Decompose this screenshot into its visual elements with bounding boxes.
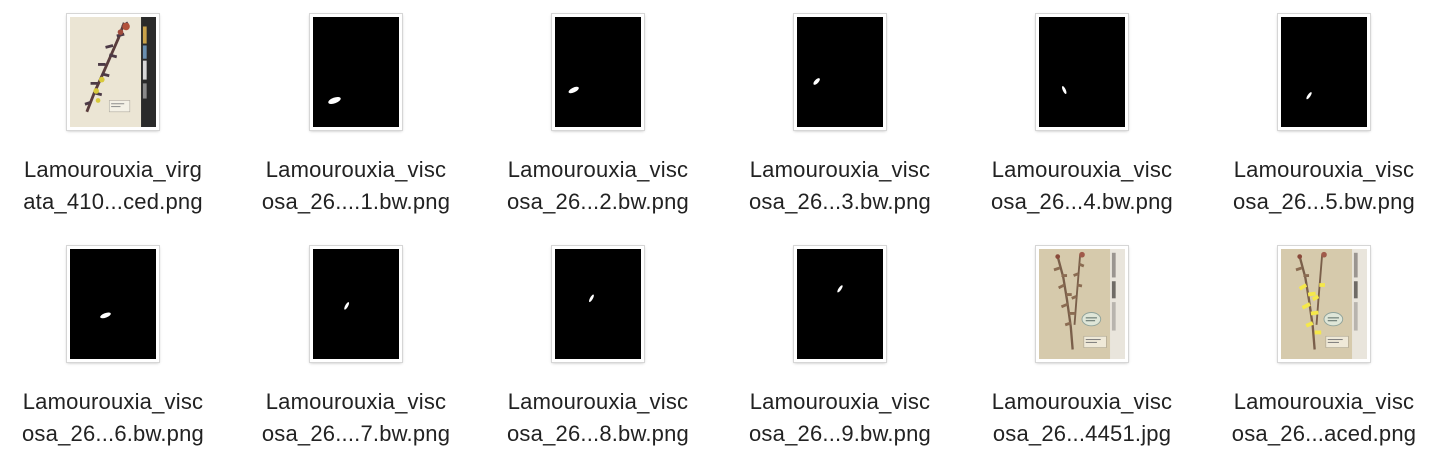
mask-thumbnail: [552, 246, 644, 362]
file-name: Lamourouxia_visc osa_26...9.bw.png: [749, 389, 931, 446]
file-item[interactable]: Lamourouxia_visc osa_26...2.bw.png: [483, 12, 713, 232]
file-item[interactable]: Lamourouxia_visc osa_26...4.bw.png: [967, 12, 1197, 232]
file-name: Lamourouxia_visc osa_26...2.bw.png: [507, 157, 689, 214]
mask-thumbnail: [552, 14, 644, 130]
mask-thumbnail: [1278, 14, 1370, 130]
mask-thumbnail: [794, 246, 886, 362]
file-item[interactable]: Lamourouxia_visc osa_26....1.bw.png: [241, 12, 471, 232]
file-item[interactable]: Lamourouxia_visc osa_26....7.bw.png: [241, 244, 471, 464]
file-name: Lamourouxia_visc osa_26...4451.jpg: [991, 389, 1173, 446]
file-name: Lamourouxia_visc osa_26...4.bw.png: [991, 157, 1173, 214]
file-item[interactable]: Lamourouxia_virg ata_410...ced.png: [0, 12, 228, 232]
file-name: Lamourouxia_virg ata_410...ced.png: [23, 157, 203, 214]
file-name: Lamourouxia_visc osa_26...6.bw.png: [22, 389, 204, 446]
file-item[interactable]: Lamourouxia_visc osa_26...4451.jpg: [967, 244, 1197, 464]
image-thumbnail: [1278, 246, 1370, 362]
file-name: Lamourouxia_visc osa_26...3.bw.png: [749, 157, 931, 214]
file-item[interactable]: Lamourouxia_visc osa_26...6.bw.png: [0, 244, 228, 464]
file-item[interactable]: Lamourouxia_visc osa_26...aced.png: [1209, 244, 1439, 464]
file-item[interactable]: Lamourouxia_visc osa_26...9.bw.png: [725, 244, 955, 464]
file-name: Lamourouxia_visc osa_26...aced.png: [1231, 389, 1417, 446]
file-item[interactable]: Lamourouxia_visc osa_26...3.bw.png: [725, 12, 955, 232]
file-name: Lamourouxia_visc osa_26....1.bw.png: [261, 157, 451, 214]
file-name: Lamourouxia_visc osa_26....7.bw.png: [261, 389, 451, 446]
file-item[interactable]: Lamourouxia_visc osa_26...8.bw.png: [483, 244, 713, 464]
mask-thumbnail: [67, 246, 159, 362]
mask-thumbnail: [794, 14, 886, 130]
image-thumbnail: [1036, 246, 1128, 362]
file-item[interactable]: Lamourouxia_visc osa_26...5.bw.png: [1209, 12, 1439, 232]
mask-thumbnail: [310, 246, 402, 362]
file-name: Lamourouxia_visc osa_26...5.bw.png: [1233, 157, 1415, 214]
mask-thumbnail: [1036, 14, 1128, 130]
image-thumbnail: [67, 14, 159, 130]
file-name: Lamourouxia_visc osa_26...8.bw.png: [507, 389, 689, 446]
mask-thumbnail: [310, 14, 402, 130]
